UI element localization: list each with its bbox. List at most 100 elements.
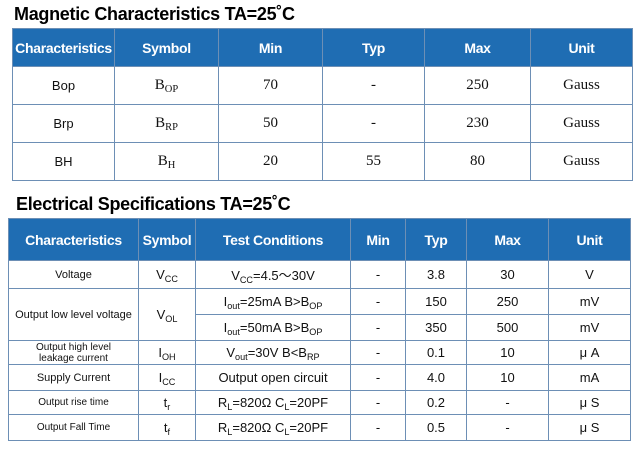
table-row: Bop BOP 70-250 Gauss xyxy=(12,66,633,105)
table-cell: Bop xyxy=(12,66,115,105)
header-cell: Symbol xyxy=(114,28,219,67)
header-cell: Typ xyxy=(322,28,425,67)
text-run: =30V B<B xyxy=(247,345,307,360)
table-cell: VCC=4.5～30V xyxy=(195,260,351,289)
header-cell: Symbol xyxy=(138,218,196,261)
text-run: B xyxy=(155,115,166,131)
table-cell: 0.5 xyxy=(405,414,467,441)
table-cell: Gauss xyxy=(530,66,633,105)
table-cell: BOP xyxy=(114,66,219,105)
table-cell: BH xyxy=(12,142,115,181)
table-cell: Iout=50mA B>BOP xyxy=(195,314,351,341)
table-cell: - xyxy=(322,104,425,143)
table-cell: Output Fall Time xyxy=(8,414,139,441)
table-row: Output Fall Time tf RL=820Ω CL=20PF -0.5- μ … xyxy=(8,414,631,441)
text-run: =50mA B>B xyxy=(239,320,310,335)
text-run: B xyxy=(154,77,165,93)
text-run: =820Ω C xyxy=(232,420,285,435)
subscript: out xyxy=(235,352,248,362)
header-cell: Characteristics xyxy=(12,28,115,67)
subscript: OP xyxy=(309,327,323,337)
subscript: L xyxy=(227,402,233,412)
table-cell: 4.0 xyxy=(405,364,467,391)
subscript: OL xyxy=(165,314,178,324)
table-row: Output high level leakage current IOH Vout… xyxy=(8,340,631,365)
header-cell: Unit xyxy=(548,218,631,261)
text-run: I xyxy=(223,294,228,309)
table-cell: 0.2 xyxy=(405,390,467,415)
table-cell: RL=820Ω CL=20PF xyxy=(195,414,351,441)
subscript: out xyxy=(227,327,240,337)
table-cell: μ S xyxy=(548,414,631,441)
table-cell: mV xyxy=(548,314,631,341)
table-cell: Output open circuit xyxy=(195,364,351,391)
header-row: Characteristics Symbol Min Typ Max Unit xyxy=(12,28,633,67)
subscript: f xyxy=(167,427,171,437)
text-run: I xyxy=(223,320,228,335)
table-cell: 500 xyxy=(466,314,549,341)
table-cell: Supply Current xyxy=(8,364,139,391)
table-cell: tf xyxy=(138,414,196,441)
table-cell: Output high level leakage current xyxy=(8,340,139,365)
header-cell: Max xyxy=(424,28,531,67)
table-cell: 250 xyxy=(466,288,549,315)
table-cell: - xyxy=(350,364,406,391)
header-cell: Typ xyxy=(405,218,467,261)
header-cell: Unit xyxy=(530,28,633,67)
table-cell: 55 xyxy=(322,142,425,181)
table-cell: VOL xyxy=(138,288,196,341)
table-cell: RL=820Ω CL=20PF xyxy=(195,390,351,415)
subscript: CC xyxy=(162,377,176,387)
subscript: RP xyxy=(165,122,178,133)
electrical-title: Electrical Specifications TA=25˚C xyxy=(16,194,291,214)
electrical-table: Characteristics Symbol Test Conditions Min T… xyxy=(8,218,631,441)
table-cell: - xyxy=(350,340,406,365)
table-cell: VCC xyxy=(138,260,196,289)
table-cell: Brp xyxy=(12,104,115,143)
table-row: Output low level voltage VOL Iout=25mA B>B… xyxy=(8,288,631,341)
table-cell: μ A xyxy=(548,340,631,365)
table-cell: 10 xyxy=(466,364,549,391)
subscript: L xyxy=(284,427,290,437)
header-cell: Test Conditions xyxy=(195,218,351,261)
table-cell: IOH xyxy=(138,340,196,365)
table-cell: Output low level voltage xyxy=(8,288,139,341)
table-cell: 150 xyxy=(405,288,467,315)
table-row: Voltage VCC VCC=4.5～30V -3.8 30 V xyxy=(8,260,631,289)
subscript: OP xyxy=(164,84,179,95)
subscript: L xyxy=(227,427,233,437)
table-cell: - xyxy=(350,390,406,415)
header-cell: Max xyxy=(466,218,549,261)
table-cell: Iout=25mA B>BOP xyxy=(195,288,351,315)
table-cell: BRP xyxy=(114,104,219,143)
magnetic-title: Magnetic Characteristics TA=25˚C xyxy=(14,4,295,24)
table-cell: tr xyxy=(138,390,196,415)
table-cell: Voltage xyxy=(8,260,139,289)
header-cell: Min xyxy=(218,28,323,67)
text-run: V xyxy=(156,267,165,282)
table-cell: - xyxy=(350,288,406,315)
subscript: H xyxy=(167,160,176,171)
text-run: B xyxy=(157,153,168,169)
table-cell: - xyxy=(466,414,549,441)
table-row: Iout=50mA B>BOP -350 500 mV xyxy=(9,314,631,341)
table-cell: 50 xyxy=(218,104,323,143)
table-cell: mV xyxy=(548,288,631,315)
subscript: CC xyxy=(164,274,178,284)
table-cell: - xyxy=(350,260,406,289)
subscript: OP xyxy=(309,301,323,311)
text-run: =25mA B>B xyxy=(239,294,310,309)
table-cell: 80 xyxy=(424,142,531,181)
text-run: I xyxy=(158,370,163,385)
text-run: V xyxy=(231,268,240,283)
table-cell: 250 xyxy=(424,66,531,105)
table-cell: 350 xyxy=(405,314,467,341)
table-cell: 20 xyxy=(218,142,323,181)
text-run: t xyxy=(163,395,168,410)
table-cell: V xyxy=(548,260,631,289)
table-cell: - xyxy=(350,314,406,341)
subscript: RP xyxy=(306,352,320,362)
table-row: Output rise time tr RL=820Ω CL=20PF -0.2- μ … xyxy=(8,390,631,415)
table-cell: Gauss xyxy=(530,142,633,181)
